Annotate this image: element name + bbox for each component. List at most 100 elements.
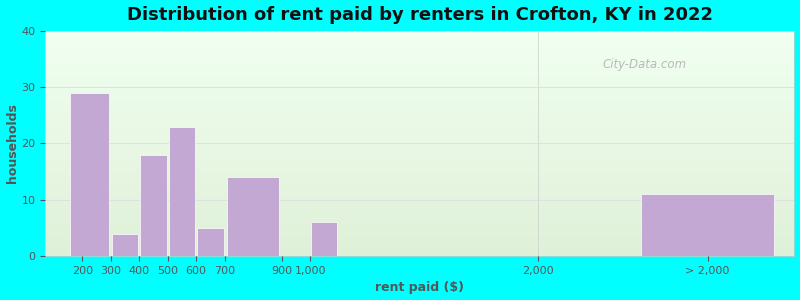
Bar (45, 195, 794, 196)
Bar (45, 54, 794, 55)
Bar (45, 158, 794, 159)
Bar (45, 207, 794, 208)
Bar (45, 86, 794, 87)
Bar (45, 106, 794, 107)
Bar (45, 234, 794, 235)
Bar (45, 142, 794, 143)
Bar (45, 125, 794, 126)
Bar (45, 77, 794, 78)
Bar (45, 206, 794, 207)
Bar (45, 152, 794, 153)
Bar (45, 236, 794, 237)
Bar (45, 187, 794, 188)
Bar (45, 131, 794, 132)
Bar (45, 194, 794, 195)
Bar (45, 160, 794, 161)
Bar (45, 252, 794, 253)
Bar (45, 123, 794, 124)
Bar (45, 135, 794, 136)
Bar (45, 201, 794, 202)
Bar (45, 156, 794, 157)
Bar (45, 71, 794, 72)
Bar (45, 172, 794, 173)
Bar (45, 134, 794, 135)
Bar (45, 225, 794, 226)
Bar (45, 224, 794, 225)
Bar (45, 38, 794, 39)
Bar (45, 102, 794, 103)
Bar (45, 226, 794, 227)
Bar (45, 72, 794, 73)
Bar (45, 124, 794, 125)
Bar (45, 174, 794, 175)
Bar (45, 128, 794, 129)
Bar (45, 103, 794, 104)
Bar (45, 104, 794, 105)
Bar (45, 126, 794, 127)
Bar (45, 221, 794, 222)
Bar (45, 144, 794, 145)
Bar (45, 33, 794, 34)
Bar (45, 98, 794, 99)
Bar (45, 243, 794, 244)
Bar (45, 108, 794, 109)
Bar (45, 217, 794, 218)
Bar (45, 32, 794, 33)
Bar (45, 75, 794, 76)
Bar (45, 120, 794, 121)
Bar (45, 129, 794, 130)
Bar (45, 171, 794, 172)
Bar (45, 181, 794, 182)
Bar (45, 138, 794, 139)
Bar (45, 31, 794, 32)
Bar (45, 227, 794, 228)
Bar (45, 216, 794, 217)
Bar (45, 170, 794, 171)
Bar (45, 211, 794, 212)
Bar (45, 161, 794, 162)
Bar (45, 178, 794, 179)
Bar (45, 241, 794, 242)
Bar (45, 246, 794, 247)
Bar (45, 34, 794, 35)
Bar (45, 250, 794, 251)
Bar (45, 205, 794, 206)
Bar (45, 254, 794, 255)
Bar (45, 251, 794, 252)
Bar (45, 119, 794, 120)
Bar (45, 162, 794, 163)
Bar (45, 41, 794, 42)
Bar (45, 113, 794, 114)
Bar (45, 198, 794, 199)
Bar (45, 43, 794, 44)
Bar (45, 37, 794, 38)
Bar (198, 228, 223, 256)
Bar (45, 237, 794, 238)
Bar (45, 105, 794, 106)
Bar (45, 115, 794, 116)
Bar (45, 232, 794, 233)
Bar (45, 165, 794, 166)
Bar (45, 239, 794, 240)
Bar (45, 150, 794, 151)
Bar (45, 249, 794, 250)
Bar (45, 202, 794, 203)
Bar (45, 173, 794, 174)
Bar (45, 164, 794, 165)
Bar (45, 208, 794, 209)
Bar (45, 46, 794, 47)
Bar (45, 80, 794, 81)
Bar (45, 118, 794, 119)
Bar (45, 66, 794, 67)
Bar (45, 155, 794, 156)
Bar (45, 215, 794, 216)
Bar (45, 185, 794, 186)
Bar (45, 219, 794, 220)
Bar (45, 153, 794, 154)
Bar (45, 121, 794, 122)
Bar (45, 112, 794, 113)
Bar (45, 196, 794, 197)
Bar (45, 53, 794, 54)
Bar (45, 97, 794, 98)
Bar (45, 199, 794, 200)
